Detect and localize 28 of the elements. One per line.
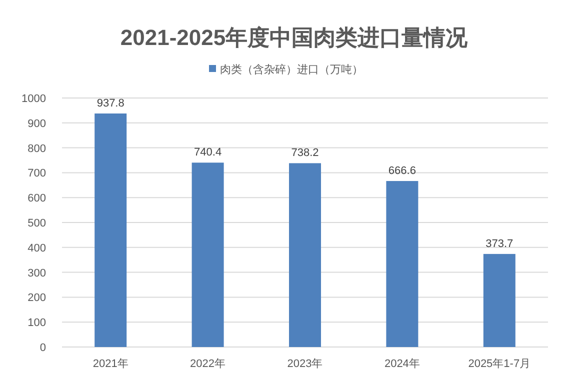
x-tick-label: 2021年: [92, 358, 128, 370]
y-tick-label: 400: [28, 242, 46, 254]
data-label: 738.2: [291, 147, 319, 160]
chart-title: 2021-2025年度中国肉类进口量情况: [120, 25, 469, 50]
x-tick-label: 2024年: [384, 358, 420, 370]
data-label: 937.8: [96, 97, 124, 110]
y-tick-label: 900: [28, 118, 46, 130]
y-tick-label: 300: [28, 267, 46, 280]
y-tick-label: 200: [28, 292, 46, 304]
y-tick-label: 100: [28, 317, 46, 330]
bar: [192, 162, 224, 347]
y-tick-label: 600: [28, 192, 46, 205]
data-label: 373.7: [486, 238, 514, 250]
data-label: 666.6: [388, 165, 416, 178]
bar: [386, 181, 418, 347]
y-tick-label: 700: [28, 168, 46, 180]
legend-label: 肉类（含杂碎）进口（万吨）: [220, 63, 363, 76]
y-tick-label: 0: [40, 342, 46, 354]
data-label: 740.4: [194, 146, 222, 159]
x-tick-label: 2023年: [287, 358, 323, 370]
y-tick-label: 500: [28, 218, 46, 230]
x-tick-label: 2025年1-7月: [468, 358, 531, 370]
x-tick-label: 2022年: [190, 358, 226, 370]
bar: [94, 113, 127, 347]
bar: [483, 254, 516, 347]
y-tick-label: 800: [28, 142, 46, 155]
bar: [289, 163, 321, 347]
y-tick-label: 1000: [22, 93, 46, 105]
